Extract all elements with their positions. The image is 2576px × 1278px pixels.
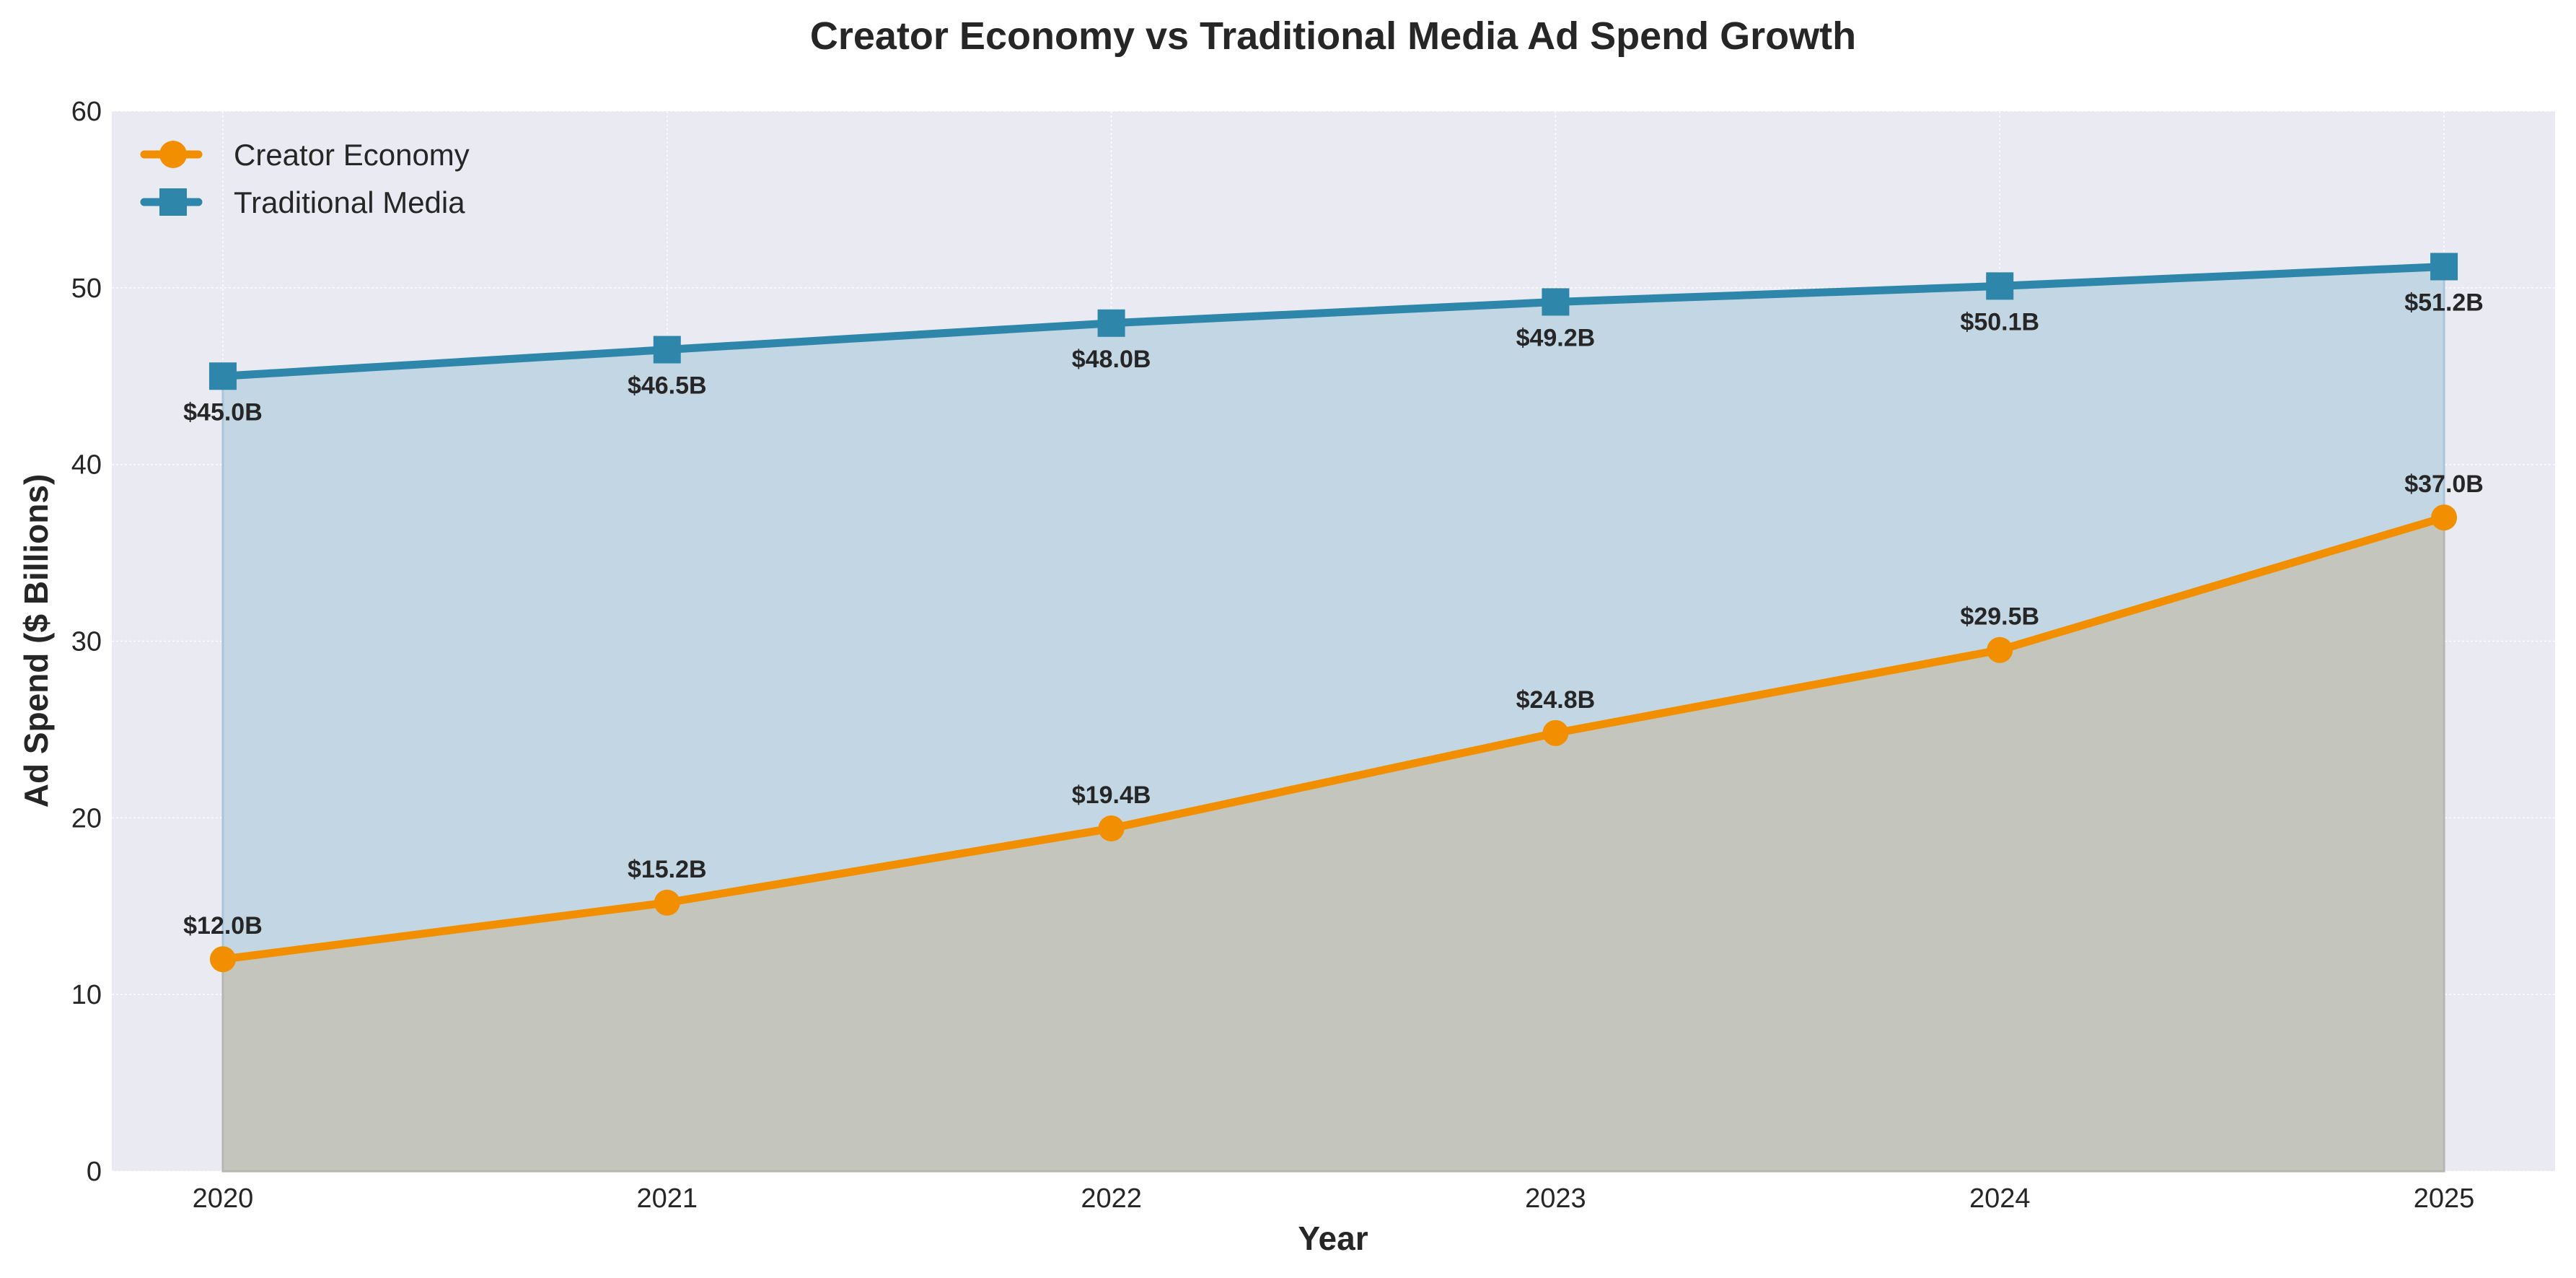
y-tick-label: 20	[71, 803, 102, 833]
y-tick-label: 60	[71, 97, 102, 127]
x-tick-label: 2021	[636, 1183, 698, 1214]
legend-item-traditional-media[interactable]: Traditional Media	[140, 185, 465, 219]
data-point-traditional-media	[1097, 309, 1125, 337]
square-marker-icon	[159, 188, 187, 216]
data-label-traditional-media: $49.2B	[1516, 324, 1596, 351]
y-tick-label: 40	[71, 450, 102, 481]
y-tick-label: 30	[71, 627, 102, 657]
legend-item-creator-economy[interactable]: Creator Economy	[140, 138, 470, 172]
data-point-traditional-media	[653, 336, 681, 364]
series-line-creator-economy	[219, 513, 2448, 963]
data-label-creator-economy: $24.8B	[1516, 686, 1596, 714]
data-point-creator-economy	[2431, 504, 2458, 531]
y-tick-label: 50	[71, 273, 102, 304]
data-point-traditional-media	[208, 362, 237, 390]
legend: Creator Economy Traditional Media	[140, 138, 470, 219]
data-label-creator-economy: $19.4B	[1072, 782, 1151, 809]
data-point-traditional-media	[2430, 253, 2458, 281]
data-point-traditional-media	[1986, 272, 2014, 300]
data-label-creator-economy: $12.0B	[183, 912, 263, 940]
data-label-traditional-media: $48.0B	[1072, 346, 1151, 373]
x-tick-label: 2022	[1081, 1183, 1142, 1214]
data-point-creator-economy	[1098, 815, 1125, 842]
chart-title: Creator Economy vs Traditional Media Ad …	[810, 14, 1856, 58]
data-label-traditional-media: $45.0B	[183, 398, 263, 426]
legend-label-creator-economy: Creator Economy	[234, 138, 470, 172]
x-tick-label: 2025	[2414, 1183, 2475, 1214]
data-point-creator-economy	[654, 889, 680, 916]
data-point-creator-economy	[209, 946, 236, 973]
data-label-traditional-media: $46.5B	[628, 372, 707, 400]
data-labels: $12.0B $15.2B $19.4B $24.8B $29.5B $37.0B $45.…	[183, 289, 2484, 940]
data-label-creator-economy: $37.0B	[2404, 471, 2484, 498]
y-tick-label: 10	[71, 980, 102, 1010]
data-point-creator-economy	[1542, 719, 1569, 746]
x-axis-label: Year	[1298, 1220, 1368, 1257]
data-label-traditional-media: $51.2B	[2404, 289, 2484, 316]
series-line-traditional-media	[219, 262, 2448, 380]
data-label-creator-economy: $15.2B	[628, 856, 707, 883]
axis-ticks: 0 10 20 30 40 50 60 2020 2021 2022 2023 2024 2025	[71, 97, 2475, 1214]
data-point-creator-economy	[1987, 636, 2013, 663]
series-lines	[219, 262, 2448, 963]
data-label-creator-economy: $29.5B	[1960, 603, 2039, 631]
x-tick-label: 2023	[1525, 1183, 1586, 1214]
series-markers	[208, 253, 2458, 973]
data-point-traditional-media	[1542, 288, 1570, 316]
x-tick-label: 2020	[193, 1183, 254, 1214]
legend-label-traditional-media: Traditional Media	[234, 185, 465, 219]
x-tick-label: 2024	[1969, 1183, 2031, 1214]
data-label-traditional-media: $50.1B	[1960, 308, 2039, 336]
y-tick-label: 0	[87, 1157, 102, 1187]
circle-marker-icon	[159, 141, 187, 168]
y-axis-label: Ad Spend ($ Billions)	[17, 474, 55, 808]
area-fills	[221, 265, 2445, 1173]
